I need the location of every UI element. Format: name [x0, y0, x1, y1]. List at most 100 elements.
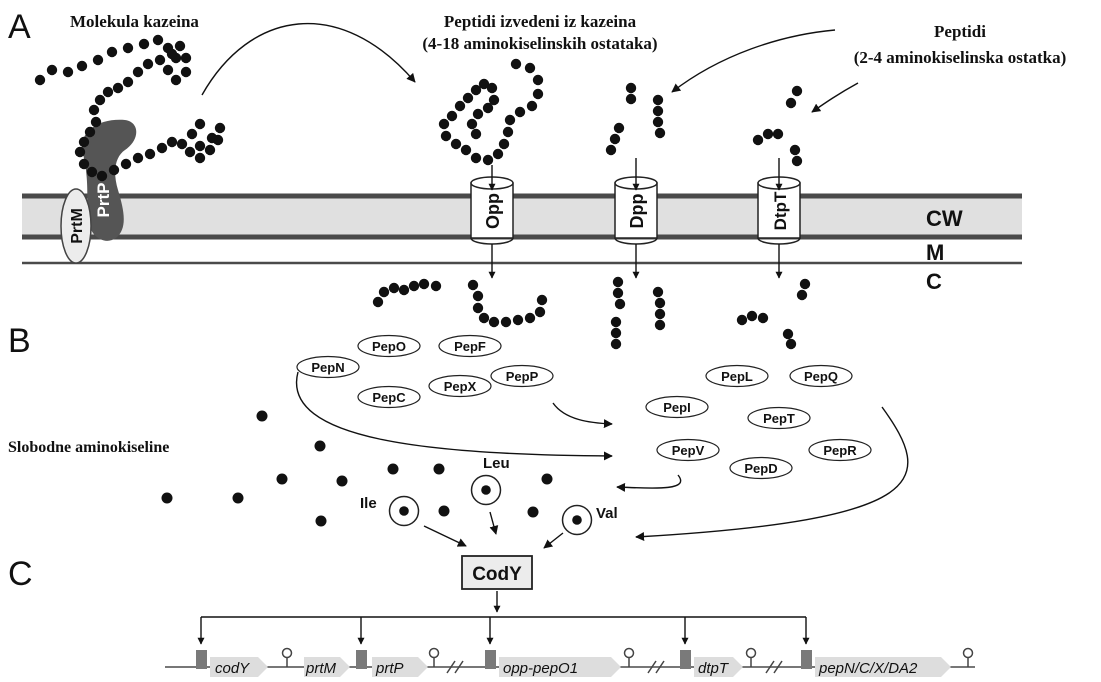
svg-text:PepL: PepL	[721, 369, 753, 384]
arrow-casein-to-peptides	[201, 22, 416, 96]
ile-molecule	[388, 495, 420, 527]
arrow-right-cluster-to-cody	[635, 406, 909, 542]
gene-label-dtpt: dtpT	[698, 660, 730, 677]
cell-wall-band	[22, 196, 1022, 237]
svg-text:PepN: PepN	[311, 360, 344, 375]
opp-label: Opp	[483, 193, 503, 229]
casein-peptides-label-line2: (4-18 aminokiselinskih ostataka)	[422, 34, 657, 53]
small-peptides-label-line2: (2-4 aminokiselinska ostatka)	[854, 48, 1067, 67]
chromosome-break-3	[765, 660, 783, 674]
internal-peptide-beads-b	[467, 279, 548, 328]
panel-label-c: C	[8, 555, 33, 593]
tripeptide-beads-1	[605, 122, 625, 156]
cell-membrane	[22, 193, 1022, 265]
panel-label-a: A	[8, 8, 31, 46]
arrow-pepp-to-right	[552, 402, 613, 429]
free-amino-acids-label: Slobodne aminokiseline	[8, 439, 169, 456]
peptidase-pepf: PepF	[438, 334, 502, 358]
peptidase-pepi: PepI	[645, 395, 709, 419]
val-molecule	[561, 504, 593, 536]
arrow-leu-to-cody	[489, 511, 499, 535]
gene-arrow-opp	[499, 657, 621, 677]
peptidase-pepn: PepN	[296, 355, 360, 379]
casein-peptides-label-line1: Peptidi izvedeni iz kazeina	[444, 12, 637, 31]
peptidase-pepl: PepL	[705, 364, 769, 388]
internal-peptide-beads-h	[782, 328, 797, 350]
panel-label-b: B	[8, 322, 31, 360]
cody-box	[461, 555, 533, 590]
chromosome-break-2	[647, 660, 665, 674]
arrow-peptides-to-dpp	[671, 29, 836, 93]
dipeptide-beads-2	[785, 85, 803, 109]
small-peptides-label-line1: Peptidi	[934, 22, 986, 41]
prtm-shape	[60, 188, 92, 264]
arrow-val-to-cody	[543, 532, 564, 549]
prtp-label: PrtP	[94, 183, 113, 218]
prtm-label: PrtM	[69, 208, 86, 244]
peptidase-pepv: PepV	[656, 438, 720, 462]
peptidase-pepc: PepC	[357, 385, 421, 409]
cody-binding-site-4	[680, 650, 691, 669]
arrow-ile-to-cody	[423, 525, 467, 547]
gene-arrow-dtpt	[694, 657, 743, 677]
arrow-peptides-to-dtpt	[811, 82, 859, 113]
cody-binding-site-5	[801, 650, 812, 669]
val-label: Val	[596, 505, 618, 522]
dpp-label: Dpp	[627, 194, 647, 229]
tetrapeptide-beads-1	[652, 94, 666, 139]
terminator-2	[428, 647, 440, 667]
svg-text:PepF: PepF	[454, 339, 486, 354]
gene-map	[165, 647, 975, 677]
peptidase-pepo: PepO	[357, 334, 421, 358]
terminator-4	[745, 647, 757, 667]
arrow-pepv-to-pool	[616, 474, 682, 492]
gene-arrow-pep	[815, 657, 951, 677]
peptidase-pepp: PepP	[490, 364, 554, 388]
terminator-5	[962, 647, 974, 667]
prtp-protease-shape	[81, 119, 137, 241]
leu-label: Leu	[483, 455, 510, 472]
arrow-pepn-loop	[295, 371, 613, 461]
svg-text:PepV: PepV	[672, 443, 705, 458]
gene-label-prtm: prtM	[305, 660, 337, 677]
peptidase-pepd: PepD	[729, 456, 793, 480]
layer-label-m: M	[926, 240, 944, 265]
internal-peptide-beads-a	[372, 278, 442, 308]
dtpt-label: DtpT	[771, 191, 790, 230]
cody-binding-site-1	[196, 650, 207, 669]
internal-peptide-beads-d	[610, 316, 622, 350]
internal-peptide-beads-g	[736, 310, 769, 326]
gene-label-opp: opp-pepO1	[503, 660, 578, 677]
gene-label-pep: pepN/C/X/DA2	[818, 660, 918, 677]
peptidase-pept: PepT	[747, 406, 811, 430]
svg-text:PepO: PepO	[372, 339, 406, 354]
tripeptide-beads-2	[752, 128, 784, 146]
peptidase-pepq: PepQ	[789, 364, 853, 388]
layer-label-c: C	[926, 269, 942, 294]
casein-molecule-label: Molekula kazeina	[70, 12, 199, 31]
terminator-1	[281, 647, 293, 667]
internal-peptide-beads-c	[612, 276, 626, 310]
layer-label-cw: CW	[926, 206, 963, 231]
cody-label: CodY	[472, 564, 522, 585]
ile-label: Ile	[360, 495, 377, 512]
svg-text:PepT: PepT	[763, 411, 795, 426]
gene-arrow-cody	[210, 657, 268, 677]
cody-binding-site-3	[485, 650, 496, 669]
peptide-beads	[34, 34, 811, 350]
gene-arrow-prtm	[304, 657, 350, 677]
gene-label-cody: codY	[215, 660, 250, 677]
peptidase-pepr: PepR	[808, 438, 872, 462]
casein-molecule-beads	[34, 34, 226, 182]
svg-text:PepR: PepR	[823, 443, 857, 458]
free-amino-acid-dots	[161, 410, 553, 527]
svg-text:PepD: PepD	[744, 461, 777, 476]
leu-molecule	[470, 474, 502, 506]
svg-text:PepX: PepX	[444, 379, 477, 394]
internal-peptide-beads-f	[796, 278, 811, 301]
gene-label-prtp: prtP	[375, 660, 404, 677]
dipeptide-beads-1	[625, 82, 637, 105]
internal-peptide-beads-e	[652, 286, 666, 331]
gene-arrow-prtp	[372, 657, 428, 677]
